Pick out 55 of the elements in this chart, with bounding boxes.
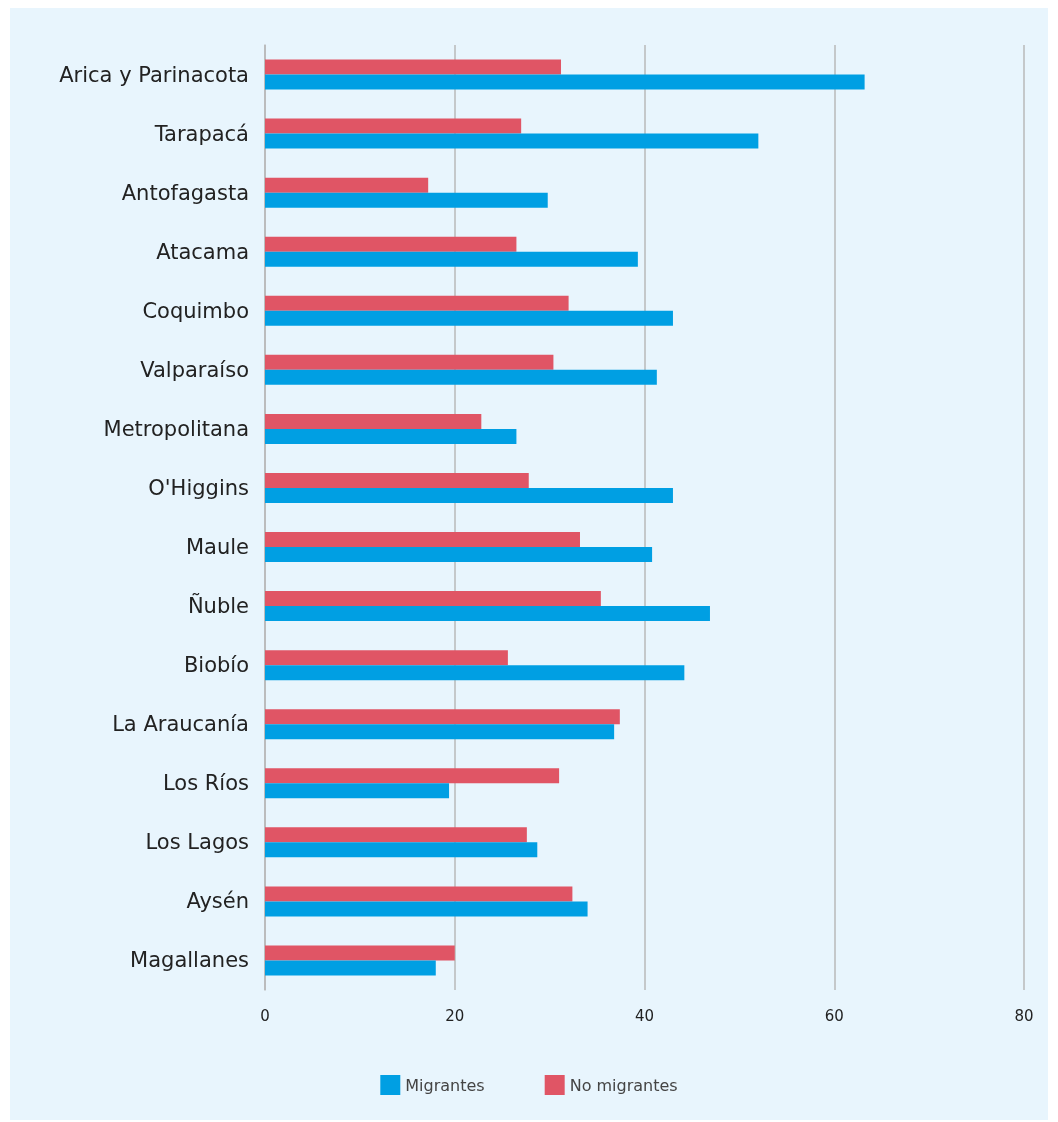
bar (265, 133, 759, 149)
bar (265, 650, 508, 666)
bar (265, 295, 569, 311)
bar (265, 606, 710, 622)
x-tick-label: 20 (445, 1006, 465, 1025)
bar (265, 74, 865, 90)
y-tick-label: Antofagasta (121, 180, 249, 205)
bar (265, 591, 601, 607)
bar (265, 59, 562, 75)
x-tick-label: 40 (634, 1006, 655, 1025)
bar (265, 901, 588, 917)
y-tick-label: La Araucanía (112, 712, 249, 737)
y-tick-label: Atacama (156, 239, 249, 264)
bar (265, 886, 573, 902)
legend-label: No migrantes (569, 1075, 678, 1095)
bar (265, 118, 522, 134)
legend-label: Migrantes (405, 1075, 485, 1095)
bar (265, 354, 554, 370)
y-tick-label: Metropolitana (103, 416, 249, 441)
y-tick-label: Los Lagos (145, 830, 249, 855)
bar (265, 709, 620, 725)
bar (265, 945, 455, 961)
y-tick-label: Ñuble (187, 592, 249, 619)
bar (265, 827, 527, 843)
bar (265, 547, 653, 563)
bar (265, 369, 657, 385)
y-tick-label: Los Ríos (162, 771, 249, 796)
y-tick-label: Coquimbo (142, 298, 249, 323)
bar (265, 236, 517, 252)
y-tick-label: Magallanes (130, 948, 249, 973)
bar (265, 413, 482, 429)
bar (265, 665, 685, 681)
bar (265, 472, 529, 488)
x-tick-label: 0 (260, 1006, 270, 1025)
bar (265, 428, 517, 444)
y-tick-label: O'Higgins (148, 475, 249, 500)
bar (265, 532, 580, 548)
y-tick-label: Aysén (186, 889, 249, 914)
bar (265, 842, 538, 858)
x-tick-label: 80 (1014, 1006, 1034, 1025)
bar (265, 177, 429, 193)
bar (265, 724, 615, 740)
bar (265, 192, 548, 208)
bar (265, 487, 673, 503)
y-tick-label: Valparaíso (140, 357, 249, 382)
x-tick-label: 60 (824, 1006, 844, 1025)
y-tick-label: Arica y Parinacota (59, 62, 249, 87)
y-tick-label: Biobío (183, 653, 249, 678)
bar (265, 783, 450, 799)
y-tick-label: Maule (185, 535, 249, 560)
bar (265, 768, 560, 784)
bar (265, 310, 673, 326)
bar (265, 251, 638, 267)
bar (265, 960, 436, 976)
y-tick-label: Tarapacá (153, 121, 249, 146)
